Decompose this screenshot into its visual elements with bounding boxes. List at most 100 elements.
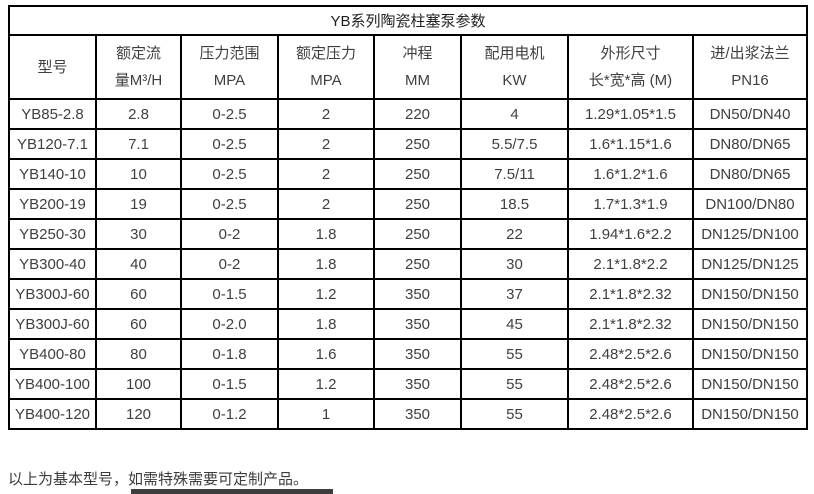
column-header-rated-pressure: 额定压力 MPA xyxy=(277,34,375,100)
cell-stroke: 350 xyxy=(373,278,462,310)
cell-stroke: 250 xyxy=(373,218,462,250)
cell-model: YB400-100 xyxy=(8,368,97,400)
cell-dimensions: 2.48*2.5*2.6 xyxy=(567,368,694,400)
cell-stroke: 250 xyxy=(373,188,462,220)
footer-note: 以上为基本型号，如需特殊需要可定制产品。 xyxy=(8,471,309,488)
table-title: YB系列陶瓷柱塞泵参数 xyxy=(7,5,809,36)
header-line2: MPA xyxy=(310,72,342,89)
table-row: YB400-100 100 0-1.5 1.2 350 55 2.48*2.5*2.6 DN1… xyxy=(8,368,809,400)
cell-flange: DN150/DN150 xyxy=(691,398,809,430)
cell-dimensions: 1.6*1.15*1.6 xyxy=(567,128,694,160)
table-row: YB140-10 10 0-2.5 2 250 7.5/11 1.6*1.2*1.6 DN80… xyxy=(8,158,809,190)
cell-rated-pressure: 1.8 xyxy=(277,248,375,280)
cell-pressure-range: 0-2.5 xyxy=(180,98,279,130)
header-line1: 额定流 xyxy=(115,45,161,62)
cell-model: YB300J-60 xyxy=(8,278,97,310)
header-line2: MM xyxy=(405,72,430,89)
header-line1: 外形尺寸 xyxy=(600,45,661,62)
cell-rated-pressure: 2 xyxy=(277,98,375,130)
cell-dimensions: 2.1*1.8*2.32 xyxy=(567,278,694,310)
cell-rated-pressure: 1.6 xyxy=(277,338,375,370)
cell-dimensions: 1.29*1.05*1.5 xyxy=(567,98,694,130)
header-line1: 压力范围 xyxy=(199,45,260,62)
cell-motor-kw: 55 xyxy=(460,338,569,370)
cell-pressure-range: 0-2.5 xyxy=(180,188,279,220)
cell-rated-pressure: 2 xyxy=(277,188,375,220)
cell-dimensions: 2.48*2.5*2.6 xyxy=(567,338,694,370)
cell-flange: DN100/DN80 xyxy=(691,188,809,220)
cell-dimensions: 1.6*1.2*1.6 xyxy=(567,158,694,190)
cell-rated-flow: 7.1 xyxy=(95,128,182,160)
cell-pressure-range: 0-1.2 xyxy=(180,398,279,430)
cell-rated-flow: 10 xyxy=(95,158,182,190)
cell-rated-flow: 100 xyxy=(95,368,182,400)
cell-stroke: 220 xyxy=(373,98,462,130)
cell-model: YB85-2.8 xyxy=(8,98,97,130)
cell-motor-kw: 45 xyxy=(460,308,569,340)
column-header-dimensions: 外形尺寸 长*宽*高 (M) xyxy=(567,34,694,100)
cell-motor-kw: 55 xyxy=(460,398,569,430)
header-line2: PN16 xyxy=(731,72,769,89)
cell-dimensions: 2.48*2.5*2.6 xyxy=(567,398,694,430)
cell-rated-flow: 19 xyxy=(95,188,182,220)
cell-motor-kw: 55 xyxy=(460,368,569,400)
cell-model: YB400-120 xyxy=(8,398,97,430)
table-row: YB400-120 120 0-1.2 1 350 55 2.48*2.5*2.6 DN150… xyxy=(8,398,809,430)
cell-rated-flow: 60 xyxy=(95,278,182,310)
cell-flange: DN150/DN150 xyxy=(691,368,809,400)
cell-flange: DN80/DN65 xyxy=(691,158,809,190)
cell-stroke: 250 xyxy=(373,248,462,280)
cell-rated-flow: 2.8 xyxy=(95,98,182,130)
cell-pressure-range: 0-1.8 xyxy=(180,338,279,370)
table-row: YB120-7.1 7.1 0-2.5 2 250 5.5/7.5 1.6*1.15*1.6… xyxy=(8,128,809,160)
partial-bottom-bar xyxy=(131,489,333,494)
header-line1: 型号 xyxy=(37,58,68,76)
cell-model: YB200-19 xyxy=(8,188,97,220)
cell-motor-kw: 30 xyxy=(460,248,569,280)
cell-pressure-range: 0-2 xyxy=(180,218,279,250)
cell-rated-pressure: 1.8 xyxy=(277,218,375,250)
cell-model: YB300-40 xyxy=(8,248,97,280)
table-row: YB300J-60 60 0-1.5 1.2 350 37 2.1*1.8*2.32 DN15… xyxy=(8,278,809,310)
header-line1: 额定压力 xyxy=(295,45,356,62)
header-line1: 进/出浆法兰 xyxy=(710,45,790,62)
column-header-rated-flow: 额定流量M³/H xyxy=(95,34,182,100)
cell-stroke: 250 xyxy=(373,128,462,160)
cell-rated-pressure: 1.2 xyxy=(277,368,375,400)
header-line2: 量M³/H xyxy=(114,72,163,89)
table-row: YB400-80 80 0-1.8 1.6 350 55 2.48*2.5*2.6 DN150… xyxy=(8,338,809,370)
cell-flange: DN150/DN150 xyxy=(691,278,809,310)
cell-pressure-range: 0-1.5 xyxy=(180,368,279,400)
cell-model: YB120-7.1 xyxy=(8,128,97,160)
cell-dimensions: 2.1*1.8*2.2 xyxy=(567,248,694,280)
cell-motor-kw: 37 xyxy=(460,278,569,310)
table-header-row: 型号 额定流 量M³/H 压力范围 MPA 额定压力 MPA 冲程 MM 配用电机 KW 外形尺寸 长*… xyxy=(8,34,809,100)
pump-spec-table: YB系列陶瓷柱塞泵参数 型号 额定流量M³/H 压力范围 MPA 额定压力 MPA 冲程 MM… xyxy=(7,5,809,430)
cell-pressure-range: 0-2.5 xyxy=(180,158,279,190)
cell-dimensions: 2.1*1.8*2.32 xyxy=(567,308,694,340)
cell-motor-kw: 5.5/7.5 xyxy=(460,128,569,160)
table-row: YB300-40 40 0-2 1.8 250 30 2.1*1.8*2.2 DN125/DN… xyxy=(8,248,809,280)
cell-pressure-range: 0-2.5 xyxy=(180,128,279,160)
cell-rated-flow: 60 xyxy=(95,308,182,340)
cell-dimensions: 1.94*1.6*2.2 xyxy=(567,218,694,250)
cell-pressure-range: 0-2 xyxy=(180,248,279,280)
cell-pressure-range: 0-2.0 xyxy=(180,308,279,340)
cell-stroke: 350 xyxy=(373,338,462,370)
column-header-stroke: 冲程 MM xyxy=(373,34,462,100)
cell-rated-flow: 30 xyxy=(95,218,182,250)
table-row: YB85-2.8 2.8 0-2.5 2 220 4 1.29*1.05*1.5 DN50/D… xyxy=(8,98,809,130)
cell-flange: DN150/DN150 xyxy=(691,308,809,340)
cell-motor-kw: 7.5/11 xyxy=(460,158,569,190)
header-line2: MPA xyxy=(213,72,246,89)
cell-motor-kw: 4 xyxy=(460,98,569,130)
cell-motor-kw: 18.5 xyxy=(460,188,569,220)
cell-model: YB400-80 xyxy=(8,338,97,370)
cell-pressure-range: 0-1.5 xyxy=(180,278,279,310)
cell-flange: DN125/DN100 xyxy=(691,218,809,250)
table-row: YB250-30 30 0-2 1.8 250 22 1.94*1.6*2.2 DN125/D… xyxy=(8,218,809,250)
cell-rated-pressure: 2 xyxy=(277,158,375,190)
header-line1: 冲程 xyxy=(402,45,433,62)
cell-flange: DN80/DN65 xyxy=(691,128,809,160)
